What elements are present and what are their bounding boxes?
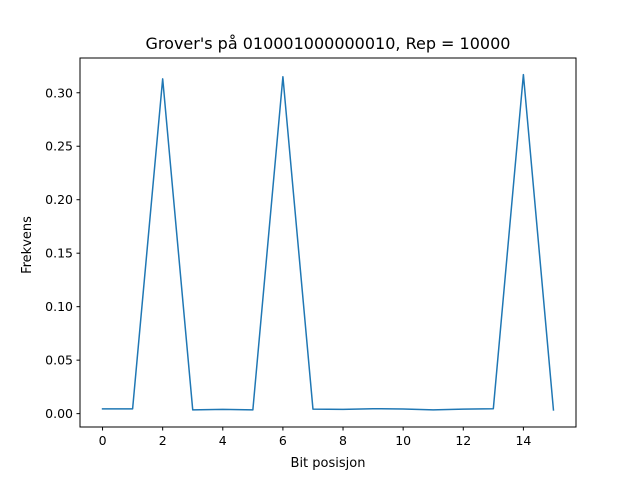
y-tick-label-1: 0.05 bbox=[45, 353, 73, 368]
x-tick-label-14: 14 bbox=[515, 433, 531, 448]
series-line-0 bbox=[101, 73, 555, 411]
x-tick-label-2: 2 bbox=[159, 433, 167, 448]
y-tick-label-6: 0.30 bbox=[45, 85, 73, 100]
y-tick-label-0: 0.00 bbox=[45, 406, 73, 421]
y-tick-label-5: 0.25 bbox=[45, 139, 73, 154]
x-axis-label: Bit posisjon bbox=[291, 456, 366, 471]
y-axis-label: Frekvens bbox=[20, 216, 35, 274]
x-tick-label-12: 12 bbox=[455, 433, 471, 448]
x-tick-label-0: 0 bbox=[99, 433, 107, 448]
x-tick-label-10: 10 bbox=[395, 433, 411, 448]
y-tick-label-2: 0.10 bbox=[45, 299, 73, 314]
x-tick-label-6: 6 bbox=[279, 433, 287, 448]
x-tick-label-4: 4 bbox=[219, 433, 227, 448]
chart-title: Grover's på 010001000000010, Rep = 10000 bbox=[146, 34, 511, 53]
plot-area: 0 2 4 6 8 10 12 14 0.00 0.05 0.10 0.15 0.20 0.25 0.30 bbox=[45, 57, 577, 448]
y-tick-label-4: 0.20 bbox=[45, 192, 73, 207]
y-tick-label-3: 0.15 bbox=[45, 246, 73, 261]
plot-frame bbox=[79, 57, 577, 428]
x-tick-label-8: 8 bbox=[339, 433, 347, 448]
